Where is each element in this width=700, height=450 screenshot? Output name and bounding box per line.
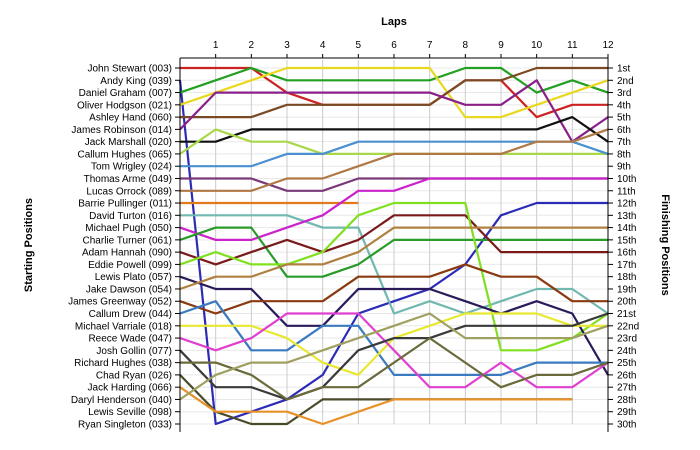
finishing-position-label: 5th <box>617 113 631 124</box>
driver-series-line <box>179 386 573 426</box>
lap-tick-label: 9 <box>498 40 504 51</box>
starting-position-label: Jack Harding (066) <box>88 383 172 394</box>
lap-tick-label: 5 <box>356 40 362 51</box>
starting-position-label: Barrie Pullinger (011) <box>78 199 172 210</box>
finishing-position-label: 10th <box>617 174 636 185</box>
y-axis-title-left: Starting Positions <box>23 198 35 292</box>
starting-position-label: Chad Ryan (026) <box>96 370 172 381</box>
starting-position-label: Jake Dawson (054) <box>86 284 172 295</box>
starting-position-label: Daryl Henderson (040) <box>71 395 172 406</box>
starting-position-label: Andy King (039) <box>100 76 172 87</box>
starting-position-label: Josh Gollin (077) <box>96 346 172 357</box>
finishing-position-label: 22nd <box>617 321 639 332</box>
starting-position-label: Lewis Plato (057) <box>95 272 172 283</box>
finishing-position-label: 20th <box>617 297 636 308</box>
lap-tick-label: 6 <box>391 40 397 51</box>
starting-position-label: John Stewart (003) <box>88 64 173 75</box>
finishing-position-label: 16th <box>617 248 636 259</box>
driver-series-line <box>180 115 609 143</box>
lap-tick-label: 7 <box>427 40 433 51</box>
driver-series-line <box>179 275 609 376</box>
finishing-position-label: 13th <box>617 211 636 222</box>
finishing-position-label: 3rd <box>617 88 631 99</box>
driver-series-line <box>179 300 608 376</box>
starting-position-label: Oliver Hodgson (021) <box>77 100 172 111</box>
lap-tick-label: 11 <box>567 40 578 51</box>
lap-tick-label: 2 <box>249 40 255 51</box>
lap-tick-label: 10 <box>531 40 543 51</box>
starting-position-label: Jack Marshall (020) <box>85 137 172 148</box>
driver-series-line <box>179 66 609 119</box>
finishing-position-label: 11th <box>617 186 636 197</box>
starting-position-label: Richard Hughes (038) <box>74 358 172 369</box>
finishing-position-label: 18th <box>617 272 636 283</box>
starting-position-label: Ryan Singleton (033) <box>78 420 172 431</box>
starting-position-label: Daniel Graham (007) <box>79 88 172 99</box>
finishing-position-label: 23rd <box>617 334 637 345</box>
starting-position-label: David Turton (016) <box>89 211 172 222</box>
lap-tick-label: 1 <box>213 40 219 51</box>
driver-series-line <box>179 79 609 143</box>
lap-tick-label: 3 <box>284 40 290 51</box>
starting-position-label: Michael Varriale (018) <box>75 321 172 332</box>
finishing-position-label: 21st <box>617 309 636 320</box>
finishing-position-label: 14th <box>617 223 636 234</box>
finishing-position-label: 27th <box>617 383 636 394</box>
y-axis-title-right: Finishing Positions <box>659 194 671 295</box>
starting-position-label: Adam Hannah (090) <box>82 248 172 259</box>
lap-tick-label: 4 <box>320 40 326 51</box>
finishing-position-label: 28th <box>617 395 636 406</box>
starting-position-label: Ashley Hand (060) <box>89 113 172 124</box>
finishing-position-label: 7th <box>617 137 631 148</box>
driver-series-line <box>179 312 609 401</box>
driver-series-line <box>179 177 608 241</box>
starting-position-label: Reece Wade (047) <box>88 334 172 345</box>
finishing-position-label: 4th <box>617 100 631 111</box>
starting-position-label: Charlie Turner (061) <box>83 235 172 246</box>
driver-series-line <box>179 226 608 278</box>
lap-tick-label: 8 <box>463 40 469 51</box>
lap-tick-label: 12 <box>602 40 614 51</box>
starting-position-label: James Robinson (014) <box>71 125 172 136</box>
starting-position-label: Michael Pugh (050) <box>85 223 172 234</box>
finishing-position-label: 6th <box>617 125 631 136</box>
finishing-position-label: 29th <box>617 407 636 418</box>
finishing-position-label: 1st <box>617 64 631 75</box>
driver-series-line <box>180 128 609 192</box>
finishing-position-label: 15th <box>617 235 636 246</box>
driver-series-line <box>179 66 609 94</box>
starting-position-label: Callum Drew (044) <box>89 309 172 320</box>
starting-position-label: Lucas Orrock (089) <box>86 186 172 197</box>
driver-series-line <box>180 337 609 401</box>
finishing-position-label: 17th <box>617 260 636 271</box>
finishing-position-label: 8th <box>617 149 631 160</box>
driver-series-line <box>179 263 608 315</box>
finishing-position-label: 24th <box>617 346 636 357</box>
starting-position-label: Tom Wrigley (024) <box>91 162 172 173</box>
driver-series-line <box>179 312 609 389</box>
starting-position-label: Lewis Seville (098) <box>88 407 172 418</box>
finishing-position-label: 2nd <box>617 76 634 87</box>
finishing-position-label: 12th <box>617 199 636 210</box>
axes <box>175 54 613 432</box>
driver-series-line <box>179 312 609 401</box>
starting-position-label: Callum Hughes (065) <box>78 149 173 160</box>
finishing-position-label: 30th <box>617 420 636 431</box>
finishing-position-label: 9th <box>617 162 631 173</box>
driver-series-line <box>179 226 608 291</box>
finishing-position-label: 25th <box>617 358 636 369</box>
finishing-position-label: 19th <box>617 284 636 295</box>
x-axis-title: Laps <box>381 16 407 28</box>
driver-series-line <box>179 201 609 352</box>
finishing-position-label: 26th <box>617 370 636 381</box>
driver-series-line <box>180 66 608 119</box>
series-lines <box>178 66 609 426</box>
starting-position-label: James Greenway (052) <box>68 297 172 308</box>
driver-series-line <box>180 214 609 315</box>
driver-series-line <box>179 214 608 266</box>
starting-position-label: Eddie Powell (099) <box>88 260 172 271</box>
starting-position-label: Thomas Arme (049) <box>84 174 172 185</box>
